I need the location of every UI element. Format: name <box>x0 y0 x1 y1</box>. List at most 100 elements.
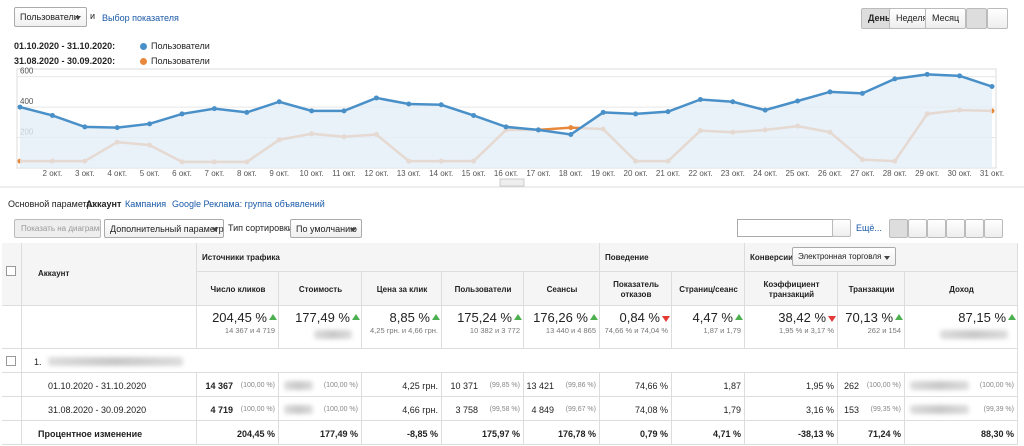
point <box>892 76 898 82</box>
share-value: (100,00 %) <box>979 382 1014 389</box>
summary-cell <box>905 306 1018 349</box>
row-value: 153 <box>843 405 859 415</box>
dimension-item[interactable]: Кампания <box>125 199 167 209</box>
x-tick-label: 10 окт. <box>300 169 324 178</box>
checkbox[interactable] <box>6 356 16 366</box>
point <box>730 99 736 105</box>
view-button[interactable] <box>889 219 908 238</box>
x-tick-label: 3 окт. <box>75 169 95 178</box>
chart: 2004006002 окт.3 окт.4 окт.5 окт.6 окт.7… <box>0 67 1024 188</box>
summary-value: 38,42 % <box>778 310 826 325</box>
row-label: 01.10.2020 - 31.10.2020 <box>48 381 147 391</box>
trend-arrow <box>895 310 903 320</box>
column-header-cell <box>838 272 905 306</box>
period-button[interactable]: День <box>861 8 898 29</box>
value-cell <box>362 421 442 445</box>
chart-type-button[interactable] <box>987 8 1008 29</box>
view-button[interactable] <box>946 219 965 238</box>
value-cell <box>524 421 600 445</box>
value-cell <box>905 397 1018 421</box>
point <box>535 127 541 133</box>
y-tick-label: 400 <box>20 97 34 106</box>
summary-value: 177,49 % <box>295 310 350 325</box>
conversion-select[interactable]: Электронная торговля <box>792 247 896 266</box>
x-tick-label: 30 окт. <box>948 169 972 178</box>
point <box>568 131 574 137</box>
checkbox[interactable] <box>6 266 16 276</box>
column-header-cell <box>362 272 442 306</box>
value-cell <box>600 373 672 397</box>
share-value: (100,00 %) <box>323 406 358 413</box>
row-value: 4,71 % <box>712 429 741 439</box>
view-button[interactable] <box>908 219 927 238</box>
value-cell <box>197 421 279 445</box>
view-button[interactable] <box>984 219 1003 238</box>
summary-cell <box>362 306 442 349</box>
view-button[interactable] <box>965 219 984 238</box>
collapse-toggle <box>499 178 525 187</box>
summary-value: 70,13 % <box>845 310 893 325</box>
summary-cell <box>672 306 745 349</box>
sort-select[interactable]: По умолчанию <box>290 219 362 238</box>
x-tick-label: 14 окт. <box>429 169 453 178</box>
row-value: 262 <box>843 381 859 391</box>
trend-arrow <box>352 310 360 320</box>
search-button[interactable] <box>832 219 851 237</box>
value-cell <box>197 397 279 421</box>
row-cell <box>2 373 22 397</box>
period-button[interactable]: Месяц <box>925 8 967 29</box>
view-button[interactable] <box>927 219 946 238</box>
value-cell <box>362 397 442 421</box>
column-header: Страниц/сеанс <box>679 285 738 294</box>
point <box>957 73 963 79</box>
value-cell <box>838 397 905 421</box>
trend-arrow <box>514 310 522 320</box>
metric-select[interactable]: Пользователи <box>14 7 87 27</box>
column-header-cell <box>672 272 745 306</box>
group-label: Поведение <box>605 253 649 262</box>
row-cell <box>2 421 22 445</box>
value-cell <box>442 421 524 445</box>
value-cell <box>672 373 745 397</box>
x-tick-label: 23 окт. <box>721 169 745 178</box>
column-header: Сеансы <box>546 285 578 294</box>
value-cell <box>600 421 672 445</box>
column-header-cell <box>279 272 362 306</box>
row-label: 31.08.2020 - 30.09.2020 <box>48 405 147 415</box>
dimension-item[interactable]: Google Реклама: группа объявлений <box>172 199 325 209</box>
x-tick-label: 22 окт. <box>688 169 712 178</box>
value-cell <box>745 397 838 421</box>
legend-dot <box>140 43 147 50</box>
value-cell <box>745 421 838 445</box>
choose-metric[interactable]: Выбор показателя <box>102 13 179 23</box>
summary-value: 204,45 % <box>212 310 267 325</box>
row-value: 204,45 % <box>236 429 275 439</box>
summary-cell <box>745 306 838 349</box>
share-value: (99,67 %) <box>565 406 596 413</box>
row-value: 1,87 <box>723 381 741 391</box>
row-value: 71,24 % <box>867 429 901 439</box>
point <box>568 125 574 131</box>
column-header: Пользователи <box>454 285 512 294</box>
more-link[interactable]: Ещё... <box>856 223 882 233</box>
trend-arrow <box>269 310 277 320</box>
plot-rows-button[interactable]: Показать на диаграмме <box>14 219 101 238</box>
column-header: Цена за клик <box>376 285 428 294</box>
dimension-item[interactable]: Аккаунт <box>86 199 122 209</box>
y-tick-label: 600 <box>20 67 34 76</box>
point <box>373 95 379 101</box>
value-cell <box>279 373 362 397</box>
column-header-cell <box>905 272 1018 306</box>
secondary-select[interactable]: Дополнительный параметр <box>104 219 224 238</box>
summary-value: 0,84 % <box>619 310 660 325</box>
value-cell <box>362 373 442 397</box>
chart-type-button[interactable] <box>966 8 987 29</box>
x-tick-label: 4 окт. <box>107 169 127 178</box>
point <box>211 106 217 112</box>
trend-arrow <box>662 316 670 326</box>
search-box[interactable] <box>737 219 833 237</box>
column-header: Число кликов <box>210 285 266 294</box>
value-cell <box>672 397 745 421</box>
summary-value: 176,26 % <box>533 310 588 325</box>
row-value: 4 849 <box>531 405 554 415</box>
